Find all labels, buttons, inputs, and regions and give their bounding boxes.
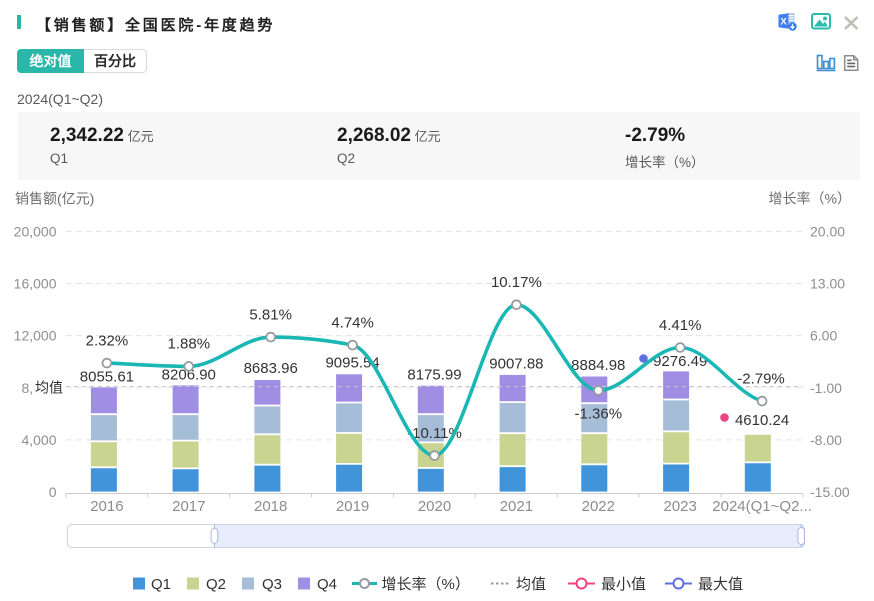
svg-text:9095.54: 9095.54 [325, 355, 379, 372]
svg-text:13.00: 13.00 [810, 276, 845, 292]
svg-text:销售额(亿元): 销售额(亿元) [15, 191, 94, 207]
svg-text:2021: 2021 [500, 498, 533, 515]
svg-text:20,000: 20,000 [14, 223, 57, 239]
svg-text:增长率（%）: 增长率（%） [769, 191, 851, 207]
svg-text:-15.00: -15.00 [810, 484, 850, 500]
svg-text:-8.00: -8.00 [810, 432, 842, 448]
svg-text:8206.90: 8206.90 [162, 366, 216, 383]
svg-text:8884.98: 8884.98 [571, 357, 625, 374]
svg-text:Q2: Q2 [206, 576, 226, 593]
svg-text:4610.24: 4610.24 [735, 412, 789, 429]
svg-text:2017: 2017 [172, 498, 205, 515]
svg-text:12,000: 12,000 [14, 328, 57, 344]
svg-text:4.41%: 4.41% [659, 317, 702, 334]
svg-text:2024(Q1~Q2...: 2024(Q1~Q2... [712, 498, 812, 515]
svg-text:Q1: Q1 [151, 576, 171, 593]
svg-text:X: X [780, 17, 787, 28]
svg-text:2020: 2020 [418, 498, 451, 515]
svg-text:1.88%: 1.88% [168, 336, 211, 353]
svg-text:最小值: 最小值 [601, 576, 646, 593]
svg-text:Q3: Q3 [262, 576, 282, 593]
svg-text:4,000: 4,000 [21, 432, 56, 448]
svg-text:9276.49: 9276.49 [653, 353, 707, 370]
svg-text:6.00: 6.00 [810, 328, 837, 344]
svg-text:8175.99: 8175.99 [407, 366, 461, 383]
svg-text:均值: 均值 [35, 379, 63, 395]
svg-text:2019: 2019 [336, 498, 369, 515]
svg-text:8683.96: 8683.96 [244, 360, 298, 377]
svg-text:4.74%: 4.74% [331, 314, 374, 331]
svg-text:20.00: 20.00 [810, 223, 845, 239]
svg-text:16,000: 16,000 [14, 276, 57, 292]
svg-text:10.17%: 10.17% [491, 274, 542, 291]
svg-text:-2.79%: -2.79% [737, 370, 785, 387]
svg-text:Q4: Q4 [317, 576, 337, 593]
svg-text:最大值: 最大值 [698, 576, 743, 593]
svg-text:-1.00: -1.00 [810, 380, 842, 396]
svg-text:2016: 2016 [90, 498, 123, 515]
svg-text:5.81%: 5.81% [249, 306, 292, 323]
svg-text:2022: 2022 [582, 498, 615, 515]
svg-text:0: 0 [49, 484, 57, 500]
svg-text:2.32%: 2.32% [86, 332, 129, 349]
svg-text:-10.11%: -10.11% [407, 425, 462, 442]
svg-text:8055.61: 8055.61 [80, 368, 134, 385]
svg-text:增长率（%）: 增长率（%） [382, 576, 470, 593]
svg-text:-1.36%: -1.36% [575, 405, 623, 422]
svg-text:2023: 2023 [664, 498, 697, 515]
svg-text:9007.88: 9007.88 [489, 355, 543, 372]
svg-text:2018: 2018 [254, 498, 287, 515]
svg-text:均值: 均值 [516, 576, 546, 593]
